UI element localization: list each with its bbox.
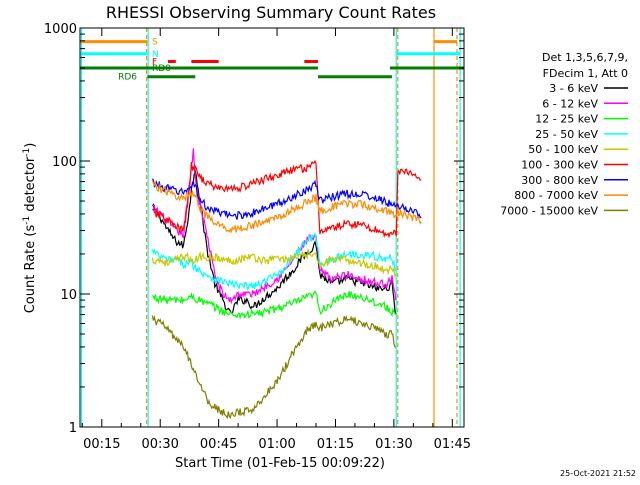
legend-label-3: 25 - 50 keV bbox=[535, 128, 598, 141]
legend-label-1: 6 - 12 keV bbox=[542, 97, 598, 110]
flag-label-2: F bbox=[152, 57, 157, 67]
y-axis: 1 10 100 1000 bbox=[44, 22, 464, 436]
y-axis-label-sup2: -1 bbox=[22, 148, 32, 157]
y-tick-label-2: 100 bbox=[52, 155, 77, 170]
flag-label-3: RD0 bbox=[152, 64, 171, 74]
legend: Det 1,3,5,6,7,9, FDecim 1, Att 0 3 - 6 k… bbox=[500, 51, 628, 217]
vertical-marker-lines bbox=[80, 28, 461, 427]
y-axis-label-sup: -1 bbox=[22, 216, 32, 225]
legend-label-2: 12 - 25 keV bbox=[535, 113, 598, 126]
x-tick-label-0: 00:15 bbox=[83, 437, 120, 452]
series-line-3 bbox=[151, 232, 397, 292]
y-axis-label-mid: detector bbox=[23, 156, 38, 216]
flag-label-4: RD6 bbox=[118, 73, 137, 83]
x-tick-label-3: 01:00 bbox=[258, 437, 295, 452]
x-tick-label-1: 00:30 bbox=[141, 437, 178, 452]
series-line-4 bbox=[151, 248, 397, 278]
series-line-8 bbox=[151, 314, 396, 420]
flag-label-0: S bbox=[152, 38, 158, 48]
legend-label-6: 300 - 800 keV bbox=[521, 174, 598, 187]
x-tick-label-5: 01:30 bbox=[375, 437, 412, 452]
plot-frame bbox=[79, 27, 465, 428]
y-axis-label-suffix: ) bbox=[23, 143, 38, 148]
y-tick-label-1: 10 bbox=[60, 288, 77, 303]
y-axis-label-prefix: Count Rate (s bbox=[23, 225, 38, 314]
x-axis: 00:15 00:30 00:45 01:00 01:15 01:30 01:45 bbox=[81, 28, 471, 452]
legend-label-0: 3 - 6 keV bbox=[549, 82, 598, 95]
y-tick-label-3: 1000 bbox=[44, 22, 77, 37]
legend-label-7: 800 - 7000 keV bbox=[514, 189, 598, 202]
series-line-6 bbox=[151, 178, 422, 220]
y-tick-label-0: 1 bbox=[69, 421, 77, 436]
x-axis-label: Start Time (01-Feb-15 00:09:22) bbox=[175, 456, 385, 471]
series-lines bbox=[151, 148, 422, 420]
x-tick-label-4: 01:15 bbox=[317, 437, 354, 452]
series-line-7 bbox=[151, 180, 422, 234]
legend-entries: 3 - 6 keV 6 - 12 keV 12 - 25 keV 25 - 50 ke… bbox=[500, 82, 628, 217]
flag-label-1: N bbox=[152, 50, 159, 60]
y-axis-label: Count Rate (s-1 detector-1) bbox=[22, 143, 38, 314]
series-line-2 bbox=[151, 290, 397, 320]
legend-label-8: 7000 - 15000 keV bbox=[500, 204, 598, 217]
series-line-5 bbox=[152, 159, 422, 239]
legend-label-4: 50 - 100 keV bbox=[528, 143, 598, 156]
legend-header-line-1: Det 1,3,5,6,7,9, bbox=[542, 51, 628, 64]
legend-header-line-2: FDecim 1, Att 0 bbox=[543, 67, 628, 80]
x-tick-label-2: 00:45 bbox=[200, 437, 237, 452]
chart-title: RHESSI Observing Summary Count Rates bbox=[106, 3, 436, 22]
footer-date: 25-Oct-2021 21:52 bbox=[560, 469, 636, 478]
legend-label-5: 100 - 300 keV bbox=[521, 159, 598, 172]
x-tick-label-6: 01:45 bbox=[434, 437, 471, 452]
series-line-1 bbox=[152, 148, 397, 305]
